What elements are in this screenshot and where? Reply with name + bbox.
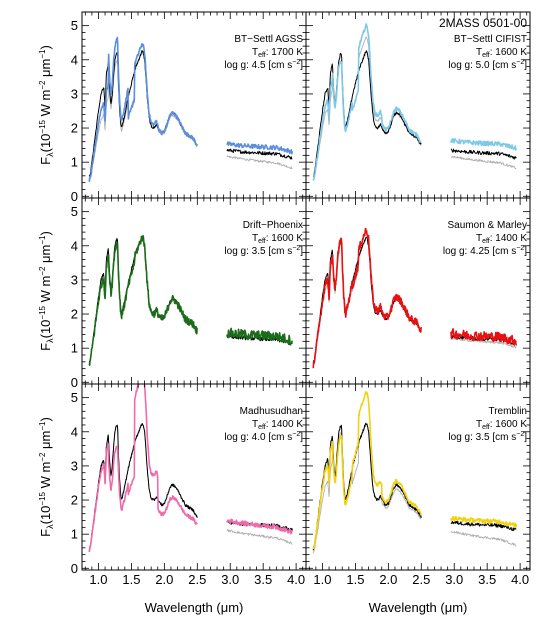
alt-model-mir-line	[226, 155, 293, 170]
panel-madhusudhan: 0 1 2 3 4 5 1.0 1.5 2.0 2.5 3.0 3.5 4.0 Madhusudhan Te…	[71, 383, 307, 587]
model-name-label: BT−Settl CIFIST	[454, 34, 527, 45]
model-spectrum-nir-line	[312, 227, 422, 369]
y-tick-label: 2	[71, 307, 78, 322]
alt-model-mir-line	[450, 155, 517, 170]
panel-tremblin: 1.0 1.5 2.0 2.5 3.0 3.5 4.0 Tremblin Teff: 1600 …	[305, 383, 531, 587]
y-tick-label: 2	[71, 493, 78, 508]
y-tick-label: 4	[71, 238, 78, 253]
observed-spectrum-nir-line	[88, 236, 198, 364]
alt-model-mir-line	[450, 530, 517, 547]
x-tick-label: 2.5	[412, 572, 430, 587]
model-spectrum-mir-line	[450, 328, 517, 346]
plot-area	[312, 227, 517, 369]
teff-label: Teff: 1600 K	[476, 419, 527, 431]
plot-area	[88, 234, 294, 367]
y-tick-label: 4	[71, 424, 78, 439]
plot-area	[88, 36, 294, 183]
logg-label: log g: 5.0 [cm s−2]	[448, 59, 527, 71]
model-spectrum-mir-line	[450, 515, 518, 529]
y-axis-label: Fλ(10−15 W m−2 μm−1)	[38, 45, 55, 165]
logg-label: log g: 3.5 [cm s−2]	[448, 431, 527, 443]
model-spectrum-nir-line	[88, 234, 198, 367]
x-tick-label: 3.0	[221, 572, 239, 587]
panel-bt-settl-cifist: 2MASS 0501-00 BT−Settl CIFIST Teff: 1600 K…	[305, 11, 531, 199]
x-tick-label: 2.0	[155, 572, 173, 587]
plot-area	[88, 384, 293, 553]
x-tick-label: 4.0	[511, 572, 529, 587]
model-spectrum-mir-line	[226, 518, 293, 535]
logg-label: log g: 4.25 [cm s−2]	[443, 245, 527, 257]
model-spectrum-mir-line	[226, 141, 294, 155]
alt-model-nir-line	[88, 423, 198, 550]
alt-model-nir-line	[312, 236, 422, 366]
model-spectrum-mir-line	[450, 137, 518, 151]
y-axis-label: Fλ(10−15 W m−2 μm−1)	[38, 417, 55, 537]
x-tick-label: 3.0	[445, 572, 463, 587]
y-tick-label: 0	[71, 375, 78, 390]
y-tick-label: 0	[71, 189, 78, 204]
model-spectrum-nir-line	[312, 23, 422, 181]
y-tick-label: 4	[71, 52, 78, 67]
x-tick-label: 2.5	[188, 572, 206, 587]
object-name: 2MASS 0501-00	[439, 16, 527, 30]
alt-model-mir-line	[450, 337, 517, 349]
x-tick-label: 3.5	[478, 572, 496, 587]
model-spectrum-nir-line	[312, 391, 422, 550]
y-tick-label: 5	[71, 390, 78, 405]
plot-area	[312, 391, 518, 554]
teff-label: Teff: 1400 K	[252, 419, 303, 431]
model-name-label: Madhusudhan	[240, 406, 303, 417]
model-name-label: Tremblin	[488, 406, 527, 417]
x-tick-label: 1.5	[122, 572, 140, 587]
y-tick-label: 0	[71, 561, 78, 576]
y-tick-label: 1	[71, 341, 78, 356]
x-tick-label: 2.0	[379, 572, 397, 587]
x-axis-label: Wavelength (μm)	[145, 600, 244, 615]
panel-frame	[305, 383, 531, 571]
y-tick-label: 5	[71, 18, 78, 33]
logg-label: log g: 4.0 [cm s−2]	[224, 431, 303, 443]
observed-spectrum-mir-line	[450, 520, 517, 532]
y-axis-label: Fλ(10−15 W m−2 μm−1)	[38, 231, 55, 351]
logg-label: log g: 4.5 [cm s−2]	[224, 59, 303, 71]
x-axis-label: Wavelength (μm)	[369, 600, 468, 615]
observed-spectrum-nir-line	[88, 422, 198, 551]
model-name-label: BT−Settl AGSS	[234, 34, 303, 45]
logg-label: log g: 3.5 [cm s−2]	[224, 245, 303, 257]
model-spectrum-mir-line	[226, 327, 294, 346]
observed-spectrum-nir-line	[312, 50, 422, 177]
alt-model-nir-line	[312, 422, 422, 554]
x-tick-label: 3.5	[254, 572, 272, 587]
model-spectrum-nir-line	[88, 384, 198, 553]
y-tick-label: 1	[71, 527, 78, 542]
x-tick-label: 1.0	[313, 572, 331, 587]
observed-spectrum-mir-line	[226, 148, 293, 160]
y-tick-label: 5	[71, 204, 78, 219]
teff-label: Teff: 1600 K	[476, 47, 527, 59]
alt-model-mir-line	[226, 529, 293, 545]
teff-label: Teff: 1400 K	[476, 233, 527, 245]
teff-label: Teff: 1600 K	[252, 233, 303, 245]
y-tick-label: 3	[71, 272, 78, 287]
y-tick-label: 1	[71, 155, 78, 170]
x-tick-label: 4.0	[287, 572, 305, 587]
model-name-label: Saumon & Marley	[448, 220, 527, 231]
plot-area	[312, 23, 518, 181]
observed-spectrum-mir-line	[450, 148, 517, 160]
teff-label: Teff: 1700 K	[252, 47, 303, 59]
model-spectrum-nir-line	[88, 36, 198, 182]
y-tick-label: 2	[71, 121, 78, 136]
y-tick-label: 3	[71, 458, 78, 473]
model-name-label: Drift−Phoenix	[243, 220, 303, 231]
y-tick-label: 3	[71, 86, 78, 101]
x-tick-label: 1.5	[346, 572, 364, 587]
x-tick-label: 1.0	[89, 572, 107, 587]
